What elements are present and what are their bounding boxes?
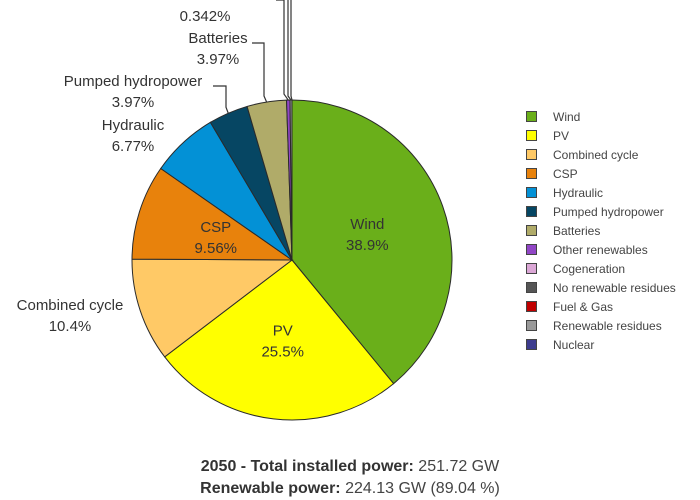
label-batteries: Batteries 3.97%: [188, 30, 247, 68]
legend-swatch: [526, 111, 537, 122]
legend-item-no-renewable-residues[interactable]: No renewable residues: [526, 278, 676, 297]
label-other-renewables: Other renewables0.342%: [146, 0, 264, 25]
leader-nuclear: [290, 0, 293, 101]
legend-label: Wind: [553, 109, 581, 124]
legend-label: Renewable residues: [553, 318, 662, 333]
legend-swatch: [526, 187, 537, 198]
legend-item-csp[interactable]: CSP: [526, 164, 676, 183]
legend-item-fuel-and-gas[interactable]: Fuel & Gas: [526, 297, 676, 316]
label-pumped-hydropower: Pumped hydropower 3.97%: [64, 73, 202, 111]
label-wind: Wind 38.9%: [346, 216, 389, 254]
caption-renewable-value: 224.13 GW (89.04 %): [345, 480, 500, 497]
legend-item-pv[interactable]: PV: [526, 126, 676, 145]
leader-lines: [213, 0, 293, 114]
legend-swatch: [526, 301, 537, 312]
legend-label: Hydraulic: [553, 185, 604, 200]
legend-swatch: [526, 320, 537, 331]
leader-batteries: [252, 42, 268, 103]
legend-label: Cogeneration: [553, 261, 626, 276]
legend-label: No renewable residues: [553, 280, 676, 295]
leader-pumped-hydropower: [213, 85, 229, 114]
legend-swatch: [526, 149, 537, 160]
slice-wind: [291, 99, 453, 385]
legend-item-pumped-hydropower[interactable]: Pumped hydropower: [526, 202, 676, 221]
legend-swatch: [526, 263, 537, 274]
legend: Wind PV Combined cycle CSP Hydraulic Pumped h…: [526, 107, 676, 354]
slice-combined-cycle: [131, 258, 294, 358]
leader-other-renewables: [276, 0, 289, 101]
legend-item-hydraulic[interactable]: Hydraulic: [526, 183, 676, 202]
legend-swatch: [526, 168, 537, 179]
slice-pv: [163, 259, 395, 421]
legend-item-nuclear[interactable]: Nuclear: [526, 335, 676, 354]
legend-label: Other renewables: [553, 242, 648, 257]
label-csp: CSP 9.56%: [194, 219, 237, 257]
caption-total-value: 251.72 GW: [418, 458, 500, 475]
legend-swatch: [526, 339, 537, 350]
legend-item-batteries[interactable]: Batteries: [526, 221, 676, 240]
legend-item-wind[interactable]: Wind: [526, 107, 676, 126]
legend-label: Nuclear: [553, 337, 595, 352]
slice-labels: Wind 38.9% PV 25.5% CSP 9.56% Combined cycle 10…: [17, 0, 389, 360]
legend-label: Fuel & Gas: [553, 299, 614, 314]
leader-renewable-residues: [287, 0, 292, 101]
slice-csp: [131, 167, 294, 261]
legend-swatch: [526, 244, 537, 255]
label-hydraulic: Hydraulic 6.77%: [102, 117, 165, 155]
pie-slices: [131, 99, 453, 421]
caption-renewable: Renewable power: 224.13 GW (89.04 %): [0, 480, 700, 498]
caption-renewable-label: Renewable power:: [200, 480, 341, 497]
legend-swatch: [526, 130, 537, 141]
legend-item-cogeneration[interactable]: Cogeneration: [526, 259, 676, 278]
caption-total: 2050 - Total installed power: 251.72 GW: [0, 458, 700, 476]
legend-label: Combined cycle: [553, 147, 639, 162]
legend-item-renewable-residues[interactable]: Renewable residues: [526, 316, 676, 335]
legend-item-combined-cycle[interactable]: Combined cycle: [526, 145, 676, 164]
label-pv: PV 25.5%: [261, 322, 304, 360]
legend-swatch: [526, 225, 537, 236]
legend-swatch: [526, 282, 537, 293]
label-combined-cycle: Combined cycle 10.4%: [17, 297, 124, 335]
legend-label: CSP: [553, 166, 578, 181]
legend-item-other-renewables[interactable]: Other renewables: [526, 240, 676, 259]
caption-total-label: 2050 - Total installed power:: [200, 458, 414, 475]
legend-swatch: [526, 206, 537, 217]
legend-label: PV: [553, 128, 570, 143]
legend-label: Pumped hydropower: [553, 204, 664, 219]
legend-label: Batteries: [553, 223, 601, 238]
